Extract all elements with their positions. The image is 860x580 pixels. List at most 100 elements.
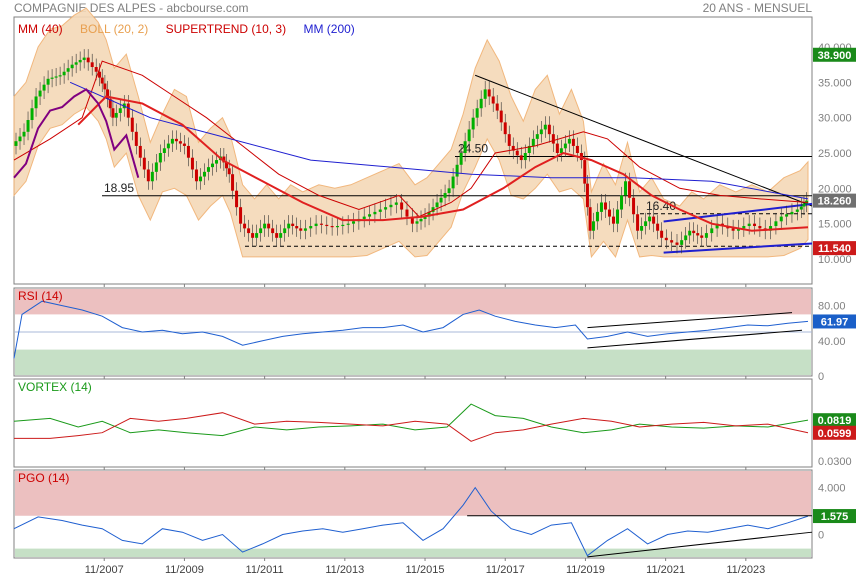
rsi-upper-trend [587, 312, 793, 329]
candle-body [487, 89, 491, 97]
x-tick-label: 11/2017 [486, 564, 525, 576]
vortex-last-tag: 0.0819 [818, 415, 852, 427]
channel-lower-line [663, 242, 813, 254]
candle-body [799, 206, 803, 210]
candle-body [585, 183, 589, 208]
candle-body [427, 211, 431, 217]
candle-body [146, 169, 150, 182]
price-ytick: 20.000 [818, 183, 852, 195]
candle-body [700, 235, 704, 238]
candle-body [78, 59, 82, 63]
candle-body [515, 150, 519, 156]
candle-body [495, 103, 499, 111]
candle-body [225, 162, 229, 169]
price-legend: MM (40) BOLL (20, 2) SUPERTREND (10, 3) … [18, 22, 355, 36]
pgo-line [13, 486, 809, 557]
candle-body [607, 209, 611, 217]
candle-body [150, 171, 154, 182]
candle-body [283, 228, 287, 234]
candle-body [394, 202, 398, 205]
candle-body [620, 195, 624, 210]
price-last-tag-bg [813, 193, 856, 208]
candle-body [263, 223, 267, 229]
candle-body [670, 240, 674, 243]
candle-body [535, 134, 539, 139]
rsi-lower-trend [587, 329, 803, 349]
candle-body [551, 134, 555, 144]
candle-body [190, 157, 194, 170]
candle-body [198, 176, 202, 182]
x-tick-label: 11/2019 [566, 564, 605, 576]
candle-body [42, 84, 46, 91]
candle-body [656, 223, 660, 231]
candle-body [415, 221, 419, 224]
candle-body [287, 223, 291, 229]
price-last-tag-bg [813, 241, 856, 256]
candle-body [563, 143, 567, 149]
candle-body [511, 145, 515, 151]
candle-body [471, 117, 475, 130]
candle-body [547, 124, 551, 135]
downtrend-line [474, 74, 813, 207]
candle-body [507, 134, 511, 146]
price-last-tag: 18.260 [818, 196, 852, 208]
chart-period: 20 ANS - MENSUEL [702, 1, 812, 15]
legend-pgo: PGO (14) [18, 471, 70, 485]
candle-body [684, 235, 688, 241]
candle-body [595, 211, 599, 222]
candle-body [747, 223, 751, 227]
candle-body [400, 202, 404, 210]
rsi-last-tag-bg [813, 314, 856, 329]
candle-body [736, 228, 740, 231]
candle-body [758, 226, 762, 229]
candle-body [648, 216, 652, 222]
candle-body [675, 242, 679, 245]
candle-body [499, 110, 503, 123]
candle-body [588, 207, 592, 231]
price-ytick: 15.000 [818, 219, 852, 231]
x-tick-label: 11/2015 [406, 564, 445, 576]
candle-body [34, 96, 38, 109]
candle-body [86, 57, 90, 63]
pgo-lower-trend [587, 531, 813, 558]
candle-body [389, 204, 393, 208]
candle-body [62, 71, 66, 76]
candle-body [612, 216, 616, 224]
candle-body [571, 138, 575, 146]
candle-body [599, 202, 603, 212]
candle-body [74, 62, 78, 65]
mm200-line [69, 81, 809, 200]
pgo-overbought-zone [15, 471, 811, 516]
candle-body [202, 171, 206, 177]
candle-body [483, 89, 487, 99]
candle-body [235, 190, 239, 208]
candle-body [467, 129, 471, 142]
candle-body [267, 223, 271, 229]
legend-mm200: MM (200) [303, 22, 355, 36]
candle-body [54, 76, 58, 78]
candle-body [239, 207, 243, 224]
x-tick-label: 11/2013 [325, 564, 364, 576]
candle-body [271, 228, 275, 234]
candle-body [66, 68, 70, 72]
candle-body [660, 230, 664, 238]
candle-body [384, 207, 388, 210]
candle-body [410, 216, 414, 224]
candle-body [275, 233, 279, 238]
pgo-oversold-zone [15, 548, 811, 557]
vortex-last-tag-bg [813, 425, 856, 440]
candle-body [710, 228, 714, 234]
rsi-last-tag: 61.97 [821, 316, 849, 328]
vortex-panel-frame [13, 378, 813, 468]
candle-body [158, 153, 162, 163]
candle-body [802, 203, 806, 207]
price-ytick: 35.000 [818, 77, 852, 89]
legend-boll: BOLL (20, 2) [80, 22, 149, 36]
candle-body [46, 78, 50, 85]
candle-body [616, 209, 620, 224]
candle-body [106, 89, 110, 99]
candle-body [352, 221, 356, 224]
mm40-line [77, 95, 809, 232]
legend-supertrend: SUPERTREND (10, 3) [165, 22, 287, 36]
